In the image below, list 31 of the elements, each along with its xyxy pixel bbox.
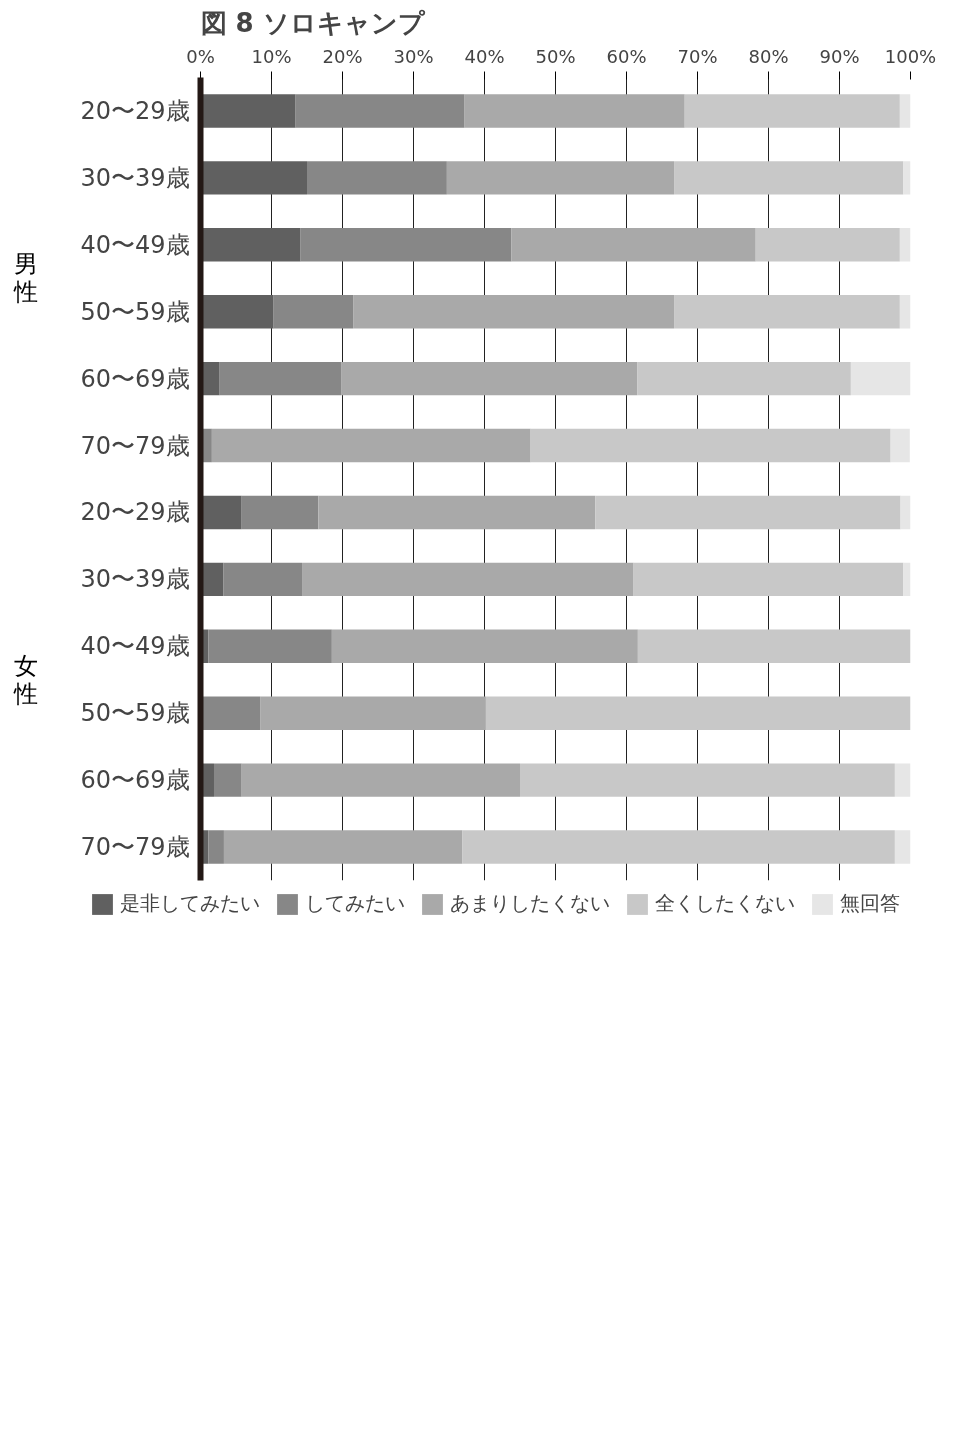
legend-label: あまりしたくない <box>450 890 610 917</box>
text: 女性 <box>12 651 38 708</box>
x-tick-label: 20% <box>322 45 363 67</box>
y-tick-label: 70〜79歳 <box>80 431 190 460</box>
y-tick-label: 20〜29歳 <box>80 96 190 125</box>
text: 男性 <box>12 250 38 307</box>
x-tick-label: 70% <box>677 45 718 67</box>
legend-label: 無回答 <box>840 890 900 917</box>
x-tick-label: 100% <box>884 45 937 67</box>
chart-title: 図 8 ソロキャンプ <box>200 7 426 38</box>
x-tick-label: 60% <box>606 45 647 67</box>
y-tick-label: 60〜69歳 <box>80 766 190 795</box>
legend-label: 全くしたくない <box>655 890 795 917</box>
legend-label: してみたい <box>305 890 405 917</box>
y-tick-label: 20〜29歳 <box>80 498 190 527</box>
y-tick-label: 30〜39歳 <box>80 565 190 594</box>
y-tick-label: 60〜69歳 <box>80 364 190 393</box>
x-tick-label: 40% <box>464 45 505 67</box>
y-tick-label: 40〜49歳 <box>80 632 190 661</box>
x-tick-label: 0% <box>186 45 215 67</box>
y-tick-label: 50〜59歳 <box>80 297 190 326</box>
y-tick-label: 30〜39歳 <box>80 163 190 192</box>
y-tick-label: 50〜59歳 <box>80 699 190 728</box>
y-tick-label: 40〜49歳 <box>80 230 190 259</box>
legend-label: 是非してみたい <box>120 890 260 917</box>
x-tick-label: 80% <box>748 45 789 67</box>
y-tick-label: 70〜79歳 <box>80 833 190 862</box>
x-tick-label: 90% <box>819 45 860 67</box>
x-tick-label: 10% <box>251 45 292 67</box>
x-tick-label: 50% <box>535 45 576 67</box>
x-tick-label: 30% <box>393 45 434 67</box>
